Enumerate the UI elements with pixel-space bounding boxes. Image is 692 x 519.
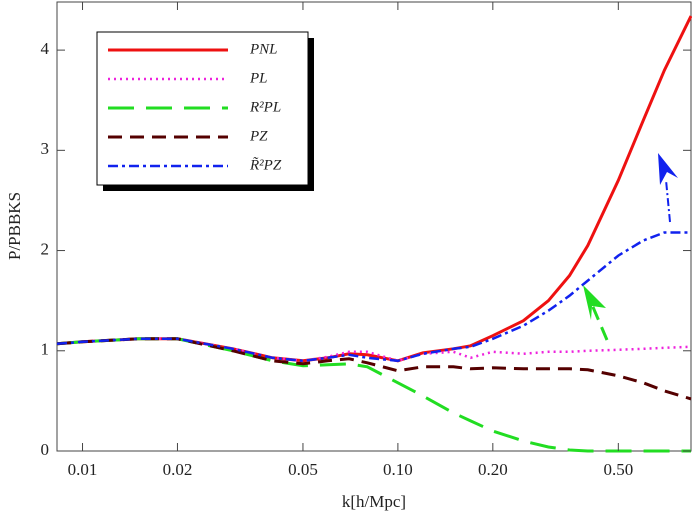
x-tick-label: 0.05 bbox=[288, 460, 318, 479]
y-tick-label: 3 bbox=[41, 139, 50, 158]
y-tick-label: 2 bbox=[41, 239, 50, 258]
legend-label: PZ bbox=[249, 128, 268, 144]
series-line bbox=[56, 231, 691, 363]
lines bbox=[56, 15, 692, 453]
legend-label: PL bbox=[249, 70, 268, 86]
series-line bbox=[56, 337, 692, 401]
legend: PNL PL R²PL PZ R̃²PZ bbox=[96, 31, 314, 191]
x-tick-label: 0.50 bbox=[603, 460, 633, 479]
y-tick-label: 1 bbox=[41, 340, 50, 359]
y-axis-label: P/PBBKS bbox=[5, 192, 24, 260]
y-tick-label: 4 bbox=[41, 39, 50, 58]
legend-items: PNL PL R²PL PZ R̃²PZ bbox=[108, 41, 282, 173]
blue-arrow-shaft bbox=[665, 179, 671, 223]
green-arrow-head bbox=[583, 285, 606, 320]
legend-label: PNL bbox=[249, 41, 278, 57]
legend-label: R̃²PZ bbox=[249, 157, 282, 173]
arrows bbox=[583, 153, 678, 341]
x-tick-label: 0.20 bbox=[478, 460, 508, 479]
x-tick-label: 0.01 bbox=[68, 460, 98, 479]
x-axis-label: k[h/Mpc] bbox=[342, 492, 406, 511]
x-tick-label: 0.02 bbox=[163, 460, 193, 479]
x-tick-label: 0.10 bbox=[383, 460, 413, 479]
legend-label: R²PL bbox=[249, 99, 281, 115]
green-arrow-shaft bbox=[588, 299, 609, 341]
blue-arrow-head bbox=[658, 153, 678, 185]
plot-frame bbox=[56, 1, 692, 452]
y-tick-label: 0 bbox=[41, 440, 50, 459]
